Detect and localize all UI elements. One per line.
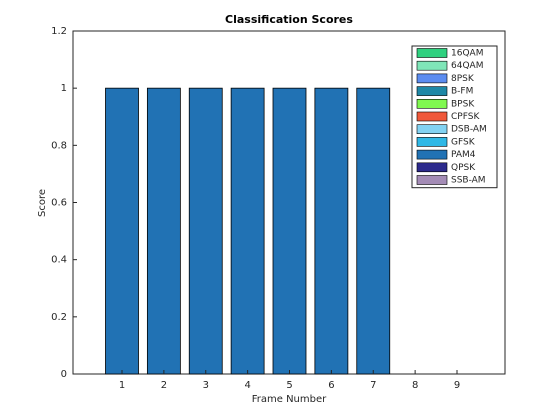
x-tick-label: 5: [286, 380, 292, 391]
legend-swatch: [416, 162, 448, 173]
legend-label: 16QAM: [451, 49, 483, 59]
x-axis-label: Frame Number: [252, 394, 327, 405]
x-tick-label: 2: [161, 380, 167, 391]
legend-label: 8PSK: [451, 74, 475, 84]
y-tick-label: 0.2: [51, 312, 67, 323]
y-axis-label: Score: [37, 189, 48, 217]
legend-swatch: [416, 99, 448, 109]
x-tick-label: 3: [203, 380, 209, 391]
legend-label: SSB-AM: [451, 176, 486, 186]
legend-swatch: [416, 149, 448, 160]
legend-label: B-FM: [451, 87, 473, 97]
bar-segment: [188, 87, 223, 375]
y-tick-label: 1: [61, 83, 67, 94]
legend-label: DSB-AM: [451, 125, 487, 135]
legend-swatch: [416, 60, 448, 71]
y-tick-label: 0.6: [51, 198, 67, 209]
legend-swatch: [416, 175, 448, 185]
legend-swatch: [416, 86, 448, 96]
legend-label: BPSK: [451, 99, 475, 109]
y-tick-label: 0.4: [51, 255, 67, 266]
legend-swatch: [416, 48, 448, 58]
x-tick-label: 6: [328, 380, 334, 391]
legend-swatch: [416, 124, 448, 134]
legend-swatch: [416, 137, 448, 147]
chart-title: Classification Scores: [225, 13, 353, 26]
bar-segment: [272, 87, 307, 375]
legend-swatch: [416, 73, 448, 84]
bar-segment: [314, 87, 349, 375]
x-tick-label: 8: [412, 380, 418, 391]
x-tick-label: 7: [370, 380, 376, 391]
y-tick-label: 0.8: [51, 140, 67, 151]
legend-label: QPSK: [451, 163, 476, 173]
bar-segment: [105, 87, 139, 375]
legend-label: CPFSK: [451, 112, 480, 122]
y-tick-label: 0: [61, 369, 67, 380]
bar-segment: [230, 87, 265, 375]
x-tick-label: 4: [244, 380, 250, 391]
legend-label: PAM4: [451, 150, 476, 160]
legend-swatch: [416, 111, 448, 122]
x-tick-label: 9: [454, 380, 460, 391]
y-tick-label: 1.2: [51, 26, 67, 37]
x-tick-label: 1: [119, 380, 125, 391]
bar-segment: [146, 87, 181, 375]
legend-label: GFSK: [451, 137, 476, 147]
bar-segment: [356, 87, 391, 375]
legend-label: 64QAM: [451, 61, 483, 71]
